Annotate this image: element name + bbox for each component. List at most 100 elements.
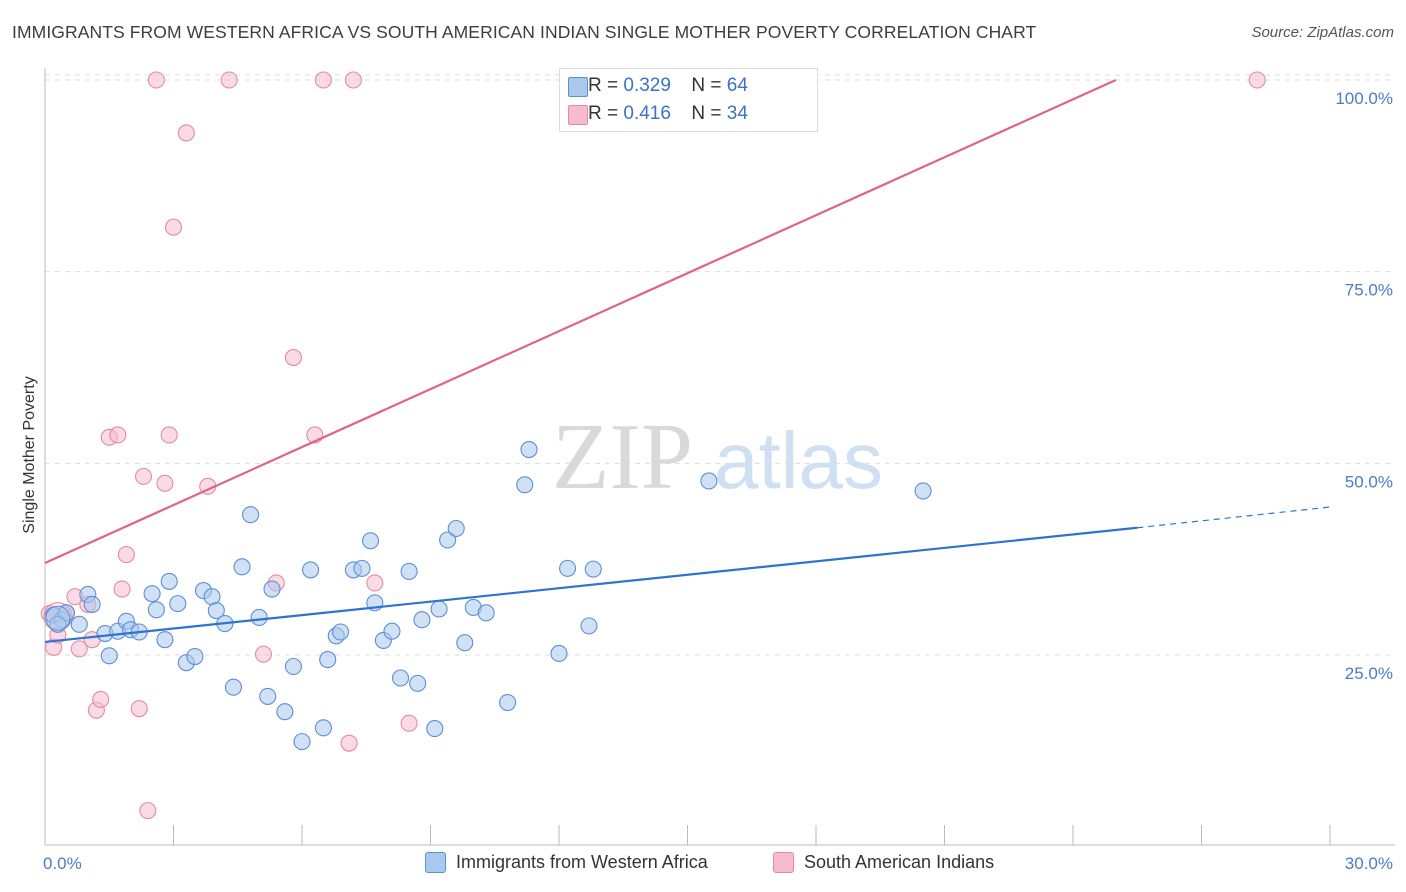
y-tick-label: 100.0%	[1335, 89, 1393, 108]
pink-point	[156, 474, 174, 492]
blue-point	[447, 519, 465, 538]
blue-point	[520, 440, 538, 459]
blue-point	[914, 482, 932, 500]
legend-item-western-africa: Immigrants from Western Africa	[425, 852, 708, 873]
south-american-indians-points	[40, 71, 1266, 820]
y-tick-label: 75.0%	[1345, 281, 1393, 300]
pink-point	[254, 645, 273, 663]
blue-point	[147, 601, 165, 619]
blue-point	[83, 595, 101, 613]
pink-point	[160, 426, 178, 444]
pink-swatch-icon	[568, 105, 588, 125]
watermark: ZIP atlas	[552, 405, 883, 509]
blue-trend-line	[44, 526, 1138, 644]
blue-point	[319, 651, 337, 669]
n-value-blue: 64	[726, 75, 748, 96]
western-africa-points	[45, 440, 932, 751]
pink-point	[177, 124, 195, 142]
trend-lines	[44, 78, 1331, 644]
blue-point	[700, 472, 718, 490]
blue-point	[361, 532, 380, 550]
blue-point	[439, 531, 457, 549]
r-value-blue: 0.329	[623, 75, 671, 96]
blue-point	[331, 623, 350, 641]
pink-point	[70, 640, 88, 658]
x-tick-label: 0.0%	[43, 854, 82, 873]
y-tick-label: 25.0%	[1345, 664, 1393, 683]
blue-point	[160, 572, 178, 590]
blue-point	[477, 604, 495, 622]
blue-point	[426, 720, 444, 738]
blue-point	[409, 674, 427, 692]
blue-point	[233, 558, 251, 576]
blue-point	[143, 585, 161, 603]
pink-trend-line	[44, 78, 1117, 565]
blue-point	[584, 560, 602, 578]
blue-point	[49, 615, 67, 633]
blue-point	[413, 611, 431, 629]
source-credit: Source: ZipAtlas.com	[1251, 24, 1394, 41]
pink-point	[1248, 71, 1266, 89]
blue-point	[516, 476, 534, 494]
blue-cluster-point	[45, 605, 71, 631]
pink-point	[366, 574, 384, 592]
blue-point	[57, 604, 75, 622]
blue-point	[314, 719, 332, 737]
r-label: R =	[588, 103, 619, 124]
r-value-pink: 0.416	[623, 103, 671, 124]
blue-point	[250, 608, 268, 626]
pink-legend-icon	[773, 852, 794, 873]
pink-point	[147, 71, 165, 89]
watermark-zip: ZIP	[552, 405, 693, 509]
blue-point	[186, 647, 204, 666]
blue-point	[100, 647, 118, 665]
legend-item-south-american-indians: South American Indians	[773, 852, 994, 873]
blue-point	[456, 634, 474, 652]
r-label: R =	[588, 75, 619, 96]
legend-row-pink: R = 0.416 N = 34	[568, 101, 748, 127]
pink-point	[117, 546, 135, 564]
blue-point	[156, 631, 174, 649]
blue-point	[383, 622, 401, 640]
blue-point	[293, 733, 311, 751]
blue-point	[263, 580, 281, 598]
blue-point	[353, 559, 371, 577]
n-value-pink: 34	[726, 103, 748, 124]
legend-label-western-africa: Immigrants from Western Africa	[456, 852, 708, 872]
blue-point	[580, 617, 598, 635]
pink-point	[134, 467, 153, 485]
legend-row-blue: R = 0.329 N = 64	[568, 73, 748, 99]
blue-point	[242, 506, 260, 524]
y-tick-label: 50.0%	[1345, 472, 1393, 491]
blue-point	[224, 678, 243, 696]
blue-point	[550, 644, 568, 663]
blue-point	[207, 601, 225, 620]
x-tick-labels: 0.0% 30.0%	[43, 854, 1393, 873]
blue-point	[276, 703, 294, 721]
blue-point	[499, 693, 517, 712]
blue-point	[70, 615, 88, 633]
pink-point	[220, 71, 238, 89]
pink-point	[113, 580, 131, 598]
n-label: N =	[691, 103, 722, 124]
blue-point	[430, 600, 448, 618]
pink-point	[340, 734, 358, 752]
blue-point	[284, 657, 302, 676]
pink-point	[314, 71, 332, 89]
y-tick-labels: 25.0% 50.0% 75.0% 100.0%	[1335, 89, 1393, 683]
blue-point	[259, 687, 277, 705]
pink-point	[109, 426, 127, 444]
blue-legend-icon	[425, 852, 446, 873]
pink-point	[284, 348, 302, 367]
pink-point	[344, 71, 362, 89]
blue-trend-extension	[1137, 506, 1331, 529]
blue-point	[559, 559, 577, 577]
legend-label-south-american-indians: South American Indians	[804, 852, 995, 872]
n-label: N =	[691, 75, 722, 96]
pink-point	[130, 700, 148, 718]
blue-point	[302, 561, 320, 579]
y-axis-label: Single Mother Poverty	[21, 376, 38, 533]
blue-point	[400, 562, 418, 580]
watermark-atlas: atlas	[714, 416, 883, 505]
